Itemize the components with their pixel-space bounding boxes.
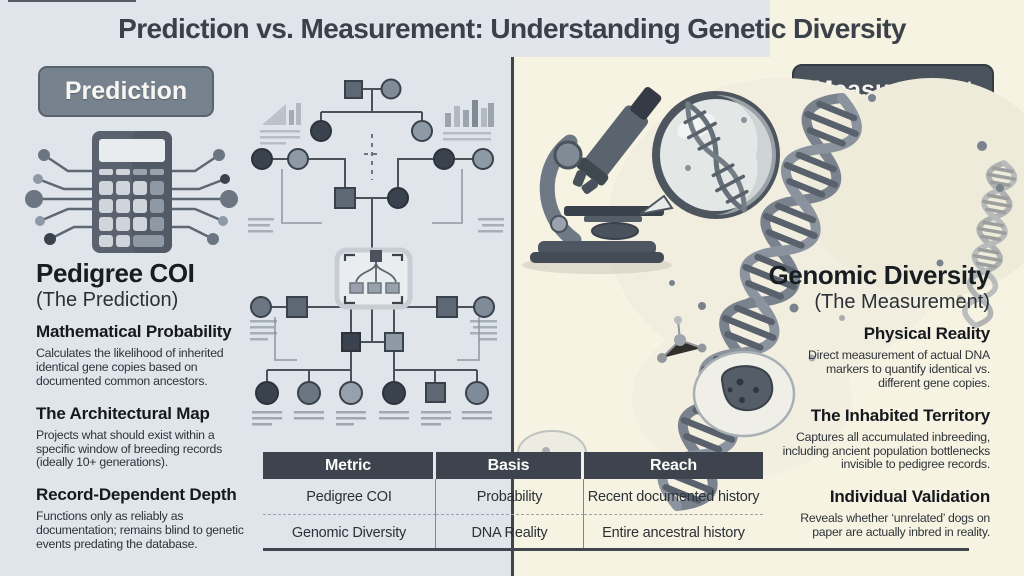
left-subheading: (The Prediction): [36, 289, 179, 312]
panel-divider: [511, 57, 514, 576]
right-sections: Physical Reality Direct measurement of a…: [758, 324, 991, 555]
right-heading: Genomic Diversity: [768, 260, 990, 290]
molecule-icon: [657, 316, 707, 363]
placeholder-caption-lines: [252, 411, 492, 426]
left-heading: Pedigree COI: [36, 258, 195, 288]
table-cell: DNA Reality: [436, 515, 584, 550]
section-heading: The Inhabited Territory: [810, 405, 990, 425]
section-body: Functions only as reliably as documentat…: [36, 509, 244, 552]
mini-bar-chart-icon: [443, 100, 494, 141]
microscope-icon: [522, 86, 672, 274]
right-column-heading: Genomic Diversity (The Measurement): [768, 260, 990, 314]
cell-icon: [692, 350, 796, 438]
table-cell: Entire ancestral history: [602, 524, 745, 541]
title-band: [512, 0, 770, 57]
table-header-basis: Basis: [436, 452, 584, 479]
focus-box: [334, 247, 413, 310]
left-column-heading: Pedigree COI (The Prediction): [36, 258, 195, 312]
table-header-reach: Reach: [584, 452, 763, 479]
section-heading: Physical Reality: [863, 324, 990, 343]
table-bottom-rule: [263, 548, 969, 551]
section-physical-reality: Physical Reality Direct measurement of a…: [758, 324, 990, 391]
pedigree-faint-connectors: [274, 169, 480, 361]
table-header-metric: Metric: [263, 452, 436, 479]
scatter-dots: [669, 94, 1004, 362]
section-inhabited-territory: The Inhabited Territory Captures all acc…: [758, 405, 991, 473]
calculator-keys: [99, 169, 164, 247]
section-heading: Record-Dependent Depth: [36, 485, 237, 505]
magnifier-dna-icon: [639, 91, 780, 219]
section-heading: Individual Validation: [829, 487, 990, 507]
section-record-dependent-depth: Record-Dependent Depth Functions only as…: [36, 485, 264, 552]
section-individual-validation: Individual Validation Reveals whether ‘u…: [758, 487, 990, 540]
table-cell: Probability: [436, 479, 584, 515]
section-body: Projects what should exist within a spec…: [36, 427, 223, 470]
section-body: Reveals whether ‘unrelated’ dogs on pape…: [800, 511, 990, 540]
comparison-table: Metric Basis Reach Pedigree COI Probabil…: [263, 452, 763, 550]
right-subheading: (The Measurement): [814, 291, 990, 314]
pedigree-dashed-centerline: [364, 134, 380, 180]
placeholder-text-lines: [248, 218, 504, 341]
mini-chart-icon: [260, 103, 301, 145]
section-heading: Mathematical Probability: [36, 322, 232, 341]
calculator-screen: [99, 139, 165, 162]
section-mathematical-probability: Mathematical Probability Calculates the …: [36, 322, 264, 389]
calculator-icon: [25, 131, 238, 253]
section-body: Calculates the likelihood of inherited i…: [36, 346, 224, 388]
circuit-dots: [25, 149, 238, 245]
section-body: Captures all accumulated inbreeding, inc…: [782, 429, 991, 472]
page-title: Prediction vs. Measurement: Understandin…: [118, 13, 906, 44]
table-cell: Genomic Diversity: [263, 515, 436, 550]
section-body: Direct measurement of actual DNA markers…: [808, 348, 990, 390]
top-border-line: [8, 0, 136, 2]
circuit-nodes-icon: [34, 153, 229, 241]
pedigree-male: [344, 80, 363, 99]
left-sections: Mathematical Probability Calculates the …: [36, 322, 264, 567]
wash-blob: [807, 78, 1024, 298]
section-architectural-map: The Architectural Map Projects what shou…: [36, 404, 264, 471]
biology-illustration: [517, 78, 1024, 511]
table-cell: Pedigree COI: [263, 479, 436, 515]
table-cell: Recent documented history: [584, 479, 763, 515]
section-heading: The Architectural Map: [36, 403, 210, 423]
prediction-badge: Prediction: [38, 66, 214, 117]
pedigree-female: [380, 78, 402, 100]
pedigree-chart: [248, 78, 504, 426]
